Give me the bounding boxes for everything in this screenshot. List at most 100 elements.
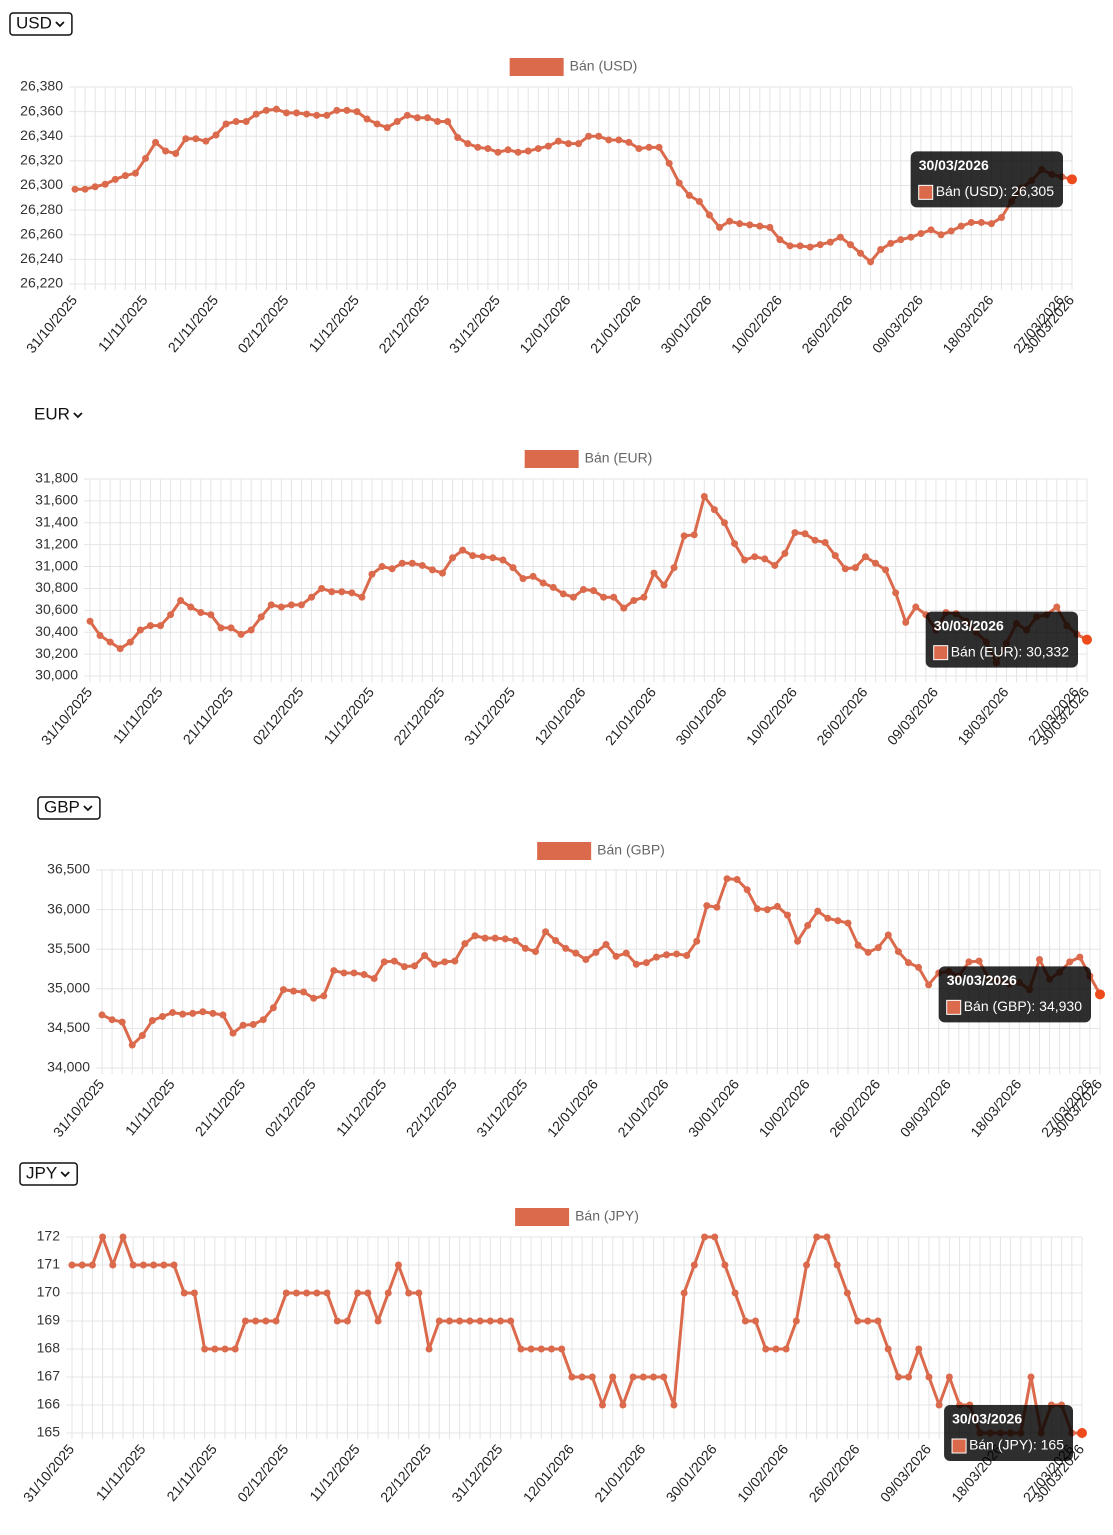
data-point <box>272 1317 280 1325</box>
data-point <box>368 570 376 578</box>
data-point <box>854 1317 862 1325</box>
data-point <box>262 1317 270 1325</box>
y-tick-label: 31,400 <box>35 513 78 529</box>
currency-selector[interactable]: JPY <box>19 1162 78 1186</box>
data-point <box>310 994 318 1002</box>
data-point <box>1067 174 1077 185</box>
data-point <box>318 584 326 592</box>
data-point <box>592 948 600 956</box>
data-point <box>287 601 295 609</box>
data-point <box>575 140 583 148</box>
data-point <box>252 1317 260 1325</box>
data-point <box>98 1011 106 1019</box>
legend-item[interactable]: Bán (JPY) <box>515 1208 639 1226</box>
legend-item[interactable]: Bán (EUR) <box>524 450 653 468</box>
data-point <box>156 622 164 630</box>
data-point <box>872 559 880 567</box>
data-point <box>857 249 865 257</box>
data-point <box>474 143 482 151</box>
data-point <box>673 950 681 958</box>
data-point <box>139 1261 147 1269</box>
data-point <box>121 172 129 180</box>
data-point <box>897 236 905 244</box>
data-point <box>794 937 802 945</box>
legend-label: Bán (GBP) <box>597 842 665 858</box>
data-point <box>354 1289 362 1297</box>
data-point <box>435 1317 443 1325</box>
x-tick-label: 02/12/2025 <box>249 684 306 748</box>
data-point <box>741 556 749 564</box>
data-point <box>425 1345 433 1353</box>
y-tick-label: 26,340 <box>20 127 63 143</box>
data-point <box>544 142 552 150</box>
data-point <box>353 108 361 116</box>
data-point <box>907 233 915 241</box>
tooltip-title: 30/03/2026 <box>919 157 989 173</box>
data-point <box>441 958 449 966</box>
data-point <box>408 559 416 567</box>
x-tick-label: 21/01/2026 <box>602 684 659 748</box>
data-point <box>481 934 489 942</box>
data-point <box>811 536 819 544</box>
data-point <box>239 1021 247 1029</box>
series-line <box>101 877 1102 1047</box>
data-point <box>629 1373 637 1381</box>
data-point <box>180 1289 188 1297</box>
dropdown-chevron <box>73 412 83 419</box>
x-tick-label: 11/11/2025 <box>95 292 151 355</box>
data-point <box>579 586 587 594</box>
data-point <box>542 928 550 936</box>
data-point <box>711 1233 719 1241</box>
data-point <box>403 111 411 119</box>
data-point <box>927 226 935 234</box>
data-point <box>935 1401 943 1409</box>
data-point <box>937 231 945 239</box>
data-point <box>267 601 275 609</box>
data-point <box>925 1373 933 1381</box>
data-point <box>887 239 895 247</box>
x-tick-label: 11/12/2025 <box>306 1441 363 1504</box>
data-point <box>88 1261 96 1269</box>
data-point <box>947 227 955 235</box>
data-point <box>172 149 180 157</box>
x-tick-label: 30/01/2026 <box>663 1441 720 1505</box>
data-point <box>187 603 195 611</box>
legend-item[interactable]: Bán (USD) <box>509 58 638 76</box>
data-point <box>340 969 348 977</box>
currency-selector[interactable]: EUR <box>34 404 83 423</box>
data-point <box>743 886 751 894</box>
data-point <box>445 1317 453 1325</box>
x-tick-label: 02/12/2025 <box>234 292 291 356</box>
data-point <box>511 936 519 944</box>
data-point <box>534 145 542 153</box>
data-point <box>792 1317 800 1325</box>
data-point <box>660 1373 668 1381</box>
y-tick-label: 31,200 <box>35 535 78 551</box>
data-point <box>499 556 507 564</box>
currency-selector[interactable]: USD <box>9 12 73 36</box>
data-point <box>721 1261 729 1269</box>
currency-selector[interactable]: GBP <box>37 796 101 820</box>
tooltip-box <box>910 151 1063 208</box>
series-line <box>72 1235 1082 1435</box>
x-tick-label: 09/03/2026 <box>869 292 926 356</box>
legend-item[interactable]: Bán (GBP) <box>537 842 665 860</box>
x-tick-label: 09/03/2026 <box>884 684 941 748</box>
data-point <box>892 589 900 597</box>
data-point <box>663 951 671 959</box>
data-point <box>231 1345 239 1353</box>
x-tick-label: 22/12/2025 <box>377 1441 434 1505</box>
data-point <box>189 1009 197 1017</box>
data-point <box>861 553 869 561</box>
data-point <box>109 1261 117 1269</box>
data-point <box>998 214 1006 222</box>
data-point <box>348 589 356 597</box>
data-point <box>380 958 388 966</box>
data-point <box>741 1317 749 1325</box>
data-point <box>476 1317 484 1325</box>
data-point <box>841 565 849 573</box>
y-tick-label: 26,380 <box>20 78 63 94</box>
data-point <box>484 145 492 153</box>
data-point <box>605 136 613 144</box>
data-point <box>836 233 844 241</box>
